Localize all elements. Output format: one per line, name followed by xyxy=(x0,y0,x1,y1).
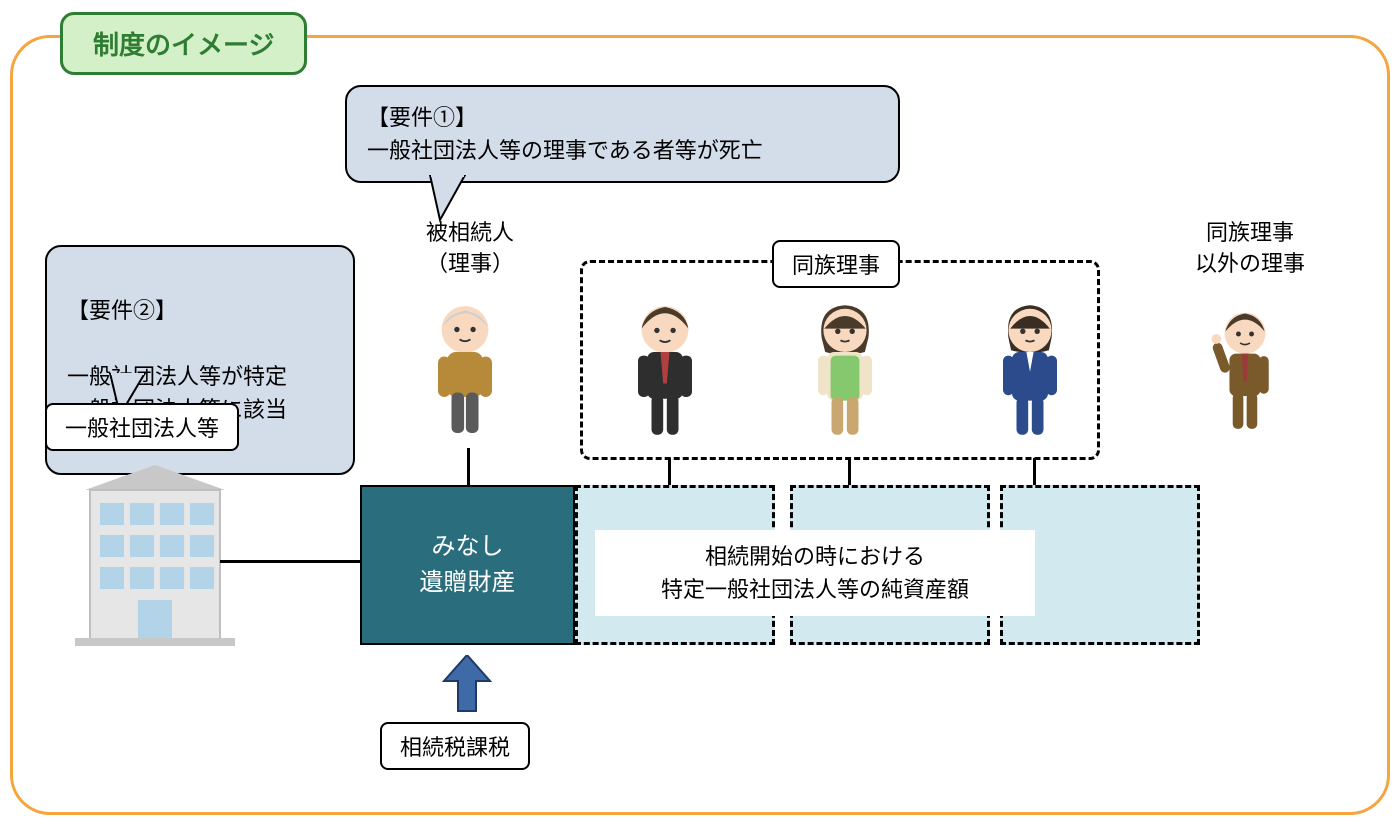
title-badge: 制度のイメージ xyxy=(60,12,307,75)
org-label: 一般社団法人等 xyxy=(45,403,239,451)
nonfamily-label: 同族理事 以外の理事 xyxy=(1165,218,1335,280)
callout1-text: 一般社団法人等の理事である者等が死亡 xyxy=(367,134,878,167)
connector-deceased xyxy=(467,448,470,486)
connector-f3 xyxy=(1033,458,1036,486)
person-family3-icon xyxy=(985,290,1075,450)
person-family1-icon xyxy=(620,290,710,450)
deemed-bequest-block: みなし 遺贈財産 xyxy=(360,485,575,645)
person-nonfamily-icon xyxy=(1200,290,1290,450)
building-icon xyxy=(60,455,250,650)
callout1-tag: 【要件①】 xyxy=(367,101,878,134)
person-deceased-icon xyxy=(420,290,510,450)
person-family2-icon xyxy=(800,290,890,450)
connector-f2 xyxy=(848,458,851,486)
tax-arrow-icon xyxy=(442,655,492,715)
connector-building xyxy=(220,560,360,563)
family-group-label: 同族理事 xyxy=(772,240,900,288)
callout2-tag: 【要件②】 xyxy=(67,294,333,327)
tax-label: 相続税課税 xyxy=(380,722,530,770)
deceased-label: 被相続人 （理事） xyxy=(400,218,540,280)
netassets-caption: 相続開始の時における 特定一般社団法人等の純資産額 xyxy=(595,530,1035,616)
callout-requirement-1: 【要件①】 一般社団法人等の理事である者等が死亡 xyxy=(345,85,900,183)
connector-f1 xyxy=(668,458,671,486)
